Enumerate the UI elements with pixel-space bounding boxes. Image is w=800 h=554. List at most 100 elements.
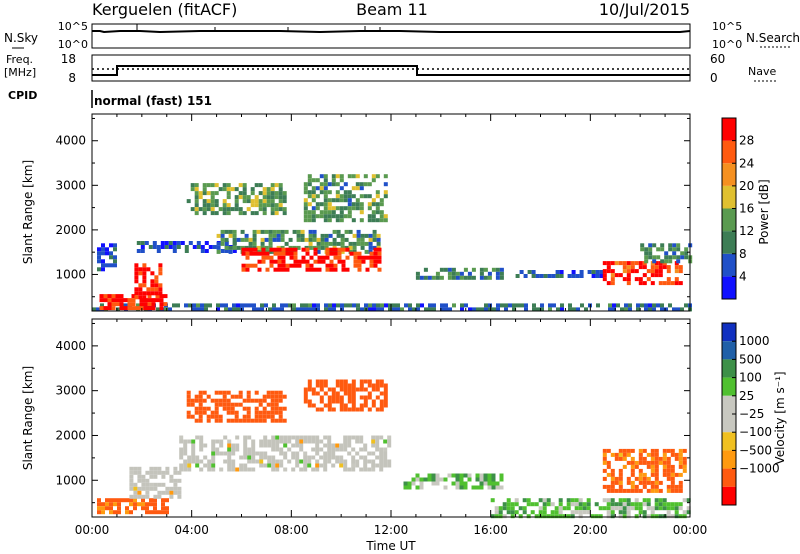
echo-cell	[606, 265, 611, 270]
echo-cell	[280, 307, 284, 312]
echo-cell	[662, 472, 667, 477]
echo-cell	[626, 273, 631, 278]
echo-cell	[333, 251, 338, 256]
echo-cell	[267, 455, 272, 460]
echo-cell	[396, 307, 400, 312]
echo-cell	[367, 194, 372, 199]
echo-cell	[602, 476, 607, 481]
echo-cell	[371, 387, 376, 392]
echo-cell	[610, 506, 615, 511]
echo-cell	[602, 273, 607, 278]
echo-cell	[148, 245, 153, 249]
echo-cell	[327, 439, 332, 444]
echo-cell	[145, 510, 149, 515]
echo-cell	[666, 506, 671, 511]
echo-cell	[488, 307, 492, 312]
echo-cell	[270, 410, 275, 415]
echo-cell	[347, 435, 352, 440]
echo-cell	[232, 307, 236, 312]
echo-cell	[368, 245, 373, 250]
echo-cell	[296, 237, 301, 242]
echo-cell	[630, 480, 635, 485]
echo-cell	[246, 418, 251, 423]
echo-cell	[335, 194, 340, 199]
echo-cell	[323, 190, 328, 195]
echo-cell	[646, 277, 651, 282]
echo-cell	[634, 277, 639, 282]
echo-cell	[487, 271, 492, 276]
echo-cell	[242, 398, 247, 403]
echo-cell	[238, 418, 243, 423]
echo-cell	[313, 247, 318, 252]
echo-cell	[227, 439, 232, 444]
echo-cell	[494, 510, 499, 515]
echo-cell	[638, 468, 643, 473]
echo-cell	[323, 435, 328, 440]
echo-cell	[660, 307, 664, 312]
echo-cell	[329, 267, 334, 272]
echo-cell	[250, 398, 255, 403]
echo-cell	[291, 467, 296, 472]
echo-cell	[638, 480, 643, 485]
echo-cell	[375, 387, 380, 392]
echo-cell	[672, 243, 677, 248]
echo-cell	[243, 451, 248, 456]
echo-cell	[308, 303, 312, 308]
echo-cell	[674, 265, 679, 270]
echo-cell	[365, 255, 370, 260]
echo-cell	[343, 463, 348, 468]
echo-cell	[311, 403, 316, 408]
echo-cell	[369, 259, 374, 264]
echo-cell	[119, 294, 124, 299]
echo-cell	[168, 241, 173, 245]
echo-cell	[670, 514, 675, 519]
nsearch-tick-bottom: 10^0	[712, 38, 742, 51]
echo-cell	[574, 510, 579, 515]
echo-cell	[367, 182, 372, 187]
echo-cell	[344, 303, 348, 308]
echo-cell	[214, 410, 219, 415]
echo-cell	[642, 460, 647, 465]
echo-cell	[183, 467, 188, 472]
echo-cell	[206, 191, 211, 196]
echo-cell	[622, 448, 627, 453]
echo-cell	[254, 203, 259, 208]
echo-cell	[347, 174, 352, 179]
echo-cell	[618, 484, 623, 489]
echo-cell	[419, 477, 424, 482]
echo-cell	[576, 307, 580, 312]
echo-cell	[379, 463, 384, 468]
echo-cell	[574, 502, 579, 507]
echo-cell	[596, 303, 600, 308]
echo-cell	[224, 245, 229, 250]
echo-cell	[353, 259, 358, 264]
echo-cell	[323, 182, 328, 187]
echo-cell	[203, 463, 208, 468]
echo-cell	[570, 498, 575, 503]
echo-cell	[479, 477, 484, 482]
echo-cell	[316, 249, 321, 254]
echo-cell	[487, 481, 492, 486]
echo-cell	[169, 490, 174, 495]
echo-cell	[355, 387, 360, 392]
echo-cell	[266, 414, 271, 419]
echo-cell	[142, 275, 147, 280]
echo-cell	[113, 498, 117, 503]
echo-cell	[331, 455, 336, 460]
echo-cell	[650, 456, 655, 461]
echo-cell	[459, 271, 464, 276]
echo-cell	[316, 245, 321, 250]
echo-cell	[194, 418, 199, 423]
echo-cell	[137, 486, 142, 491]
echo-cell	[214, 398, 219, 403]
echo-cell	[559, 270, 564, 274]
freq-tick-top: 18	[61, 52, 76, 66]
echo-cell	[307, 182, 312, 187]
echo-cell	[626, 448, 631, 453]
echo-cell	[546, 514, 551, 519]
echo-cell	[190, 402, 195, 407]
echo-cell	[347, 443, 352, 448]
echo-cell	[622, 265, 627, 270]
echo-cell	[281, 263, 286, 268]
velocity-echo-layer	[97, 379, 691, 519]
